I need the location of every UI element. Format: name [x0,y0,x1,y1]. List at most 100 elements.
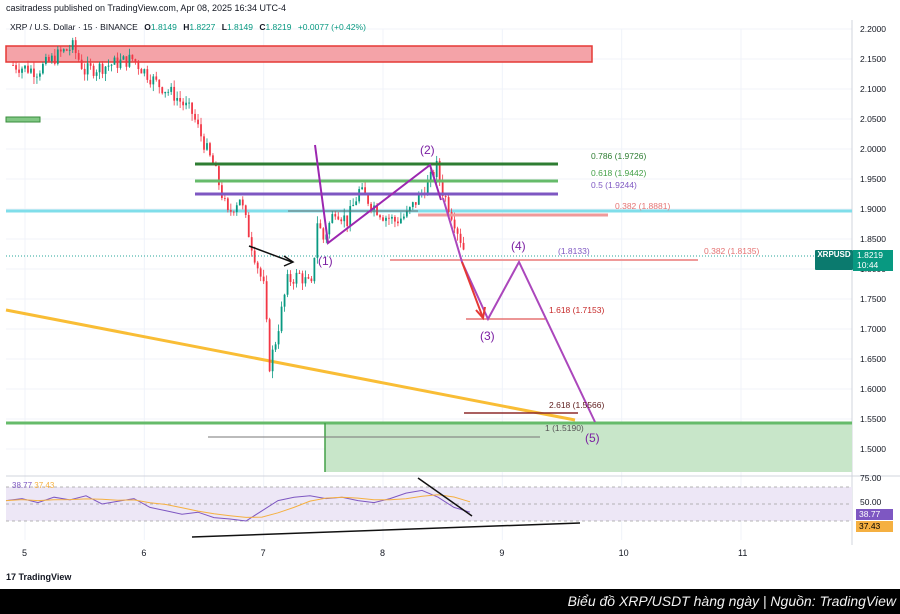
tradingview-logo[interactable]: 17 TradingView [6,572,71,582]
black-arrow-line[interactable] [248,245,293,263]
candle-body [89,63,92,66]
price-tick-label: 1.6000 [860,384,886,394]
candle-body [113,57,116,65]
candle-body [50,55,53,62]
elliott-wave-drawn-path[interactable] [314,144,442,245]
rsi-trendline-bottom[interactable] [191,522,581,538]
candle-body [253,250,256,263]
rsi-line [5,489,471,522]
price-tag-symbol: XRPUSD [817,250,851,259]
candle-body [394,216,396,222]
price-tick-label: 2.0500 [860,114,886,124]
candle-body [382,217,384,221]
elliott-wave-projection[interactable] [442,197,596,423]
red-projection-arrow[interactable] [461,261,484,319]
time-tick-label: 11 [738,548,747,558]
tv-icon: 17 [6,572,17,582]
rsi-tag-b: 37.43 [856,521,893,532]
candle-body [429,172,432,181]
candle-body [33,68,35,77]
candle-body [36,76,38,78]
fib-1618-label: 1.618 (1.7153) [549,305,605,315]
candle-body [18,69,20,73]
price-tag-value: 1.8219 10:44 [853,250,893,271]
candle-body [301,273,304,284]
candle-body [15,65,17,70]
candle-body [328,222,331,235]
candle-body [47,56,50,62]
candle-body [289,274,292,282]
candle-body [146,69,149,80]
candle-body [215,165,217,167]
time-tick-label: 8 [380,548,385,558]
price-tick-label: 2.0000 [860,144,886,154]
candle-body [346,215,349,226]
candle-body [262,276,265,282]
candle-body [27,65,29,73]
candle-body [71,40,74,50]
fib-1-label: 1 (1.5190) [545,423,584,433]
ohlc-close: C1.8219 [259,22,292,32]
candle-body [274,344,277,350]
time-axis[interactable]: 5 6 7 8 9 10 11 [22,548,747,558]
wave-label-4: (4) [511,239,526,253]
candle-body [12,65,14,66]
wave-label-3: (3) [480,329,495,343]
candle-body [435,160,438,178]
price-tick-label: 2.1000 [860,84,886,94]
fib-05-label: 0.5 (1.9244) [591,180,637,190]
candle-body [95,72,98,76]
candle-body [194,113,196,120]
candle-body [223,198,226,199]
red-arrowhead [475,306,486,321]
candle-body [116,57,119,68]
candle-body [352,204,355,207]
tv-brand: TradingView [18,572,72,582]
candle-body [244,205,247,215]
candle-body [414,202,417,205]
candle-body [402,216,405,219]
candle-body [438,160,441,181]
support-zone[interactable] [325,423,852,472]
candle-body [256,262,259,269]
price-tick-label: 1.9000 [860,204,886,214]
rsi-tick-label: 75.00 [860,473,882,483]
candle-body [322,228,325,240]
ohlc-change: +0.0077 (+0.42%) [297,22,366,32]
price-axis[interactable]: 2.2000 2.1500 2.1000 2.0500 2.0000 1.9500 1.90… [860,24,886,532]
small-green-marker[interactable] [5,116,41,123]
ohlc-high: H1.8227 [183,22,216,32]
candle-body [104,66,107,74]
candle-body [137,62,140,70]
candle-body [182,101,185,106]
yellow-trendline[interactable] [5,308,576,422]
candle-body [337,216,340,220]
candle-body [164,91,167,94]
fib-0382-upper-label: 0.382 (1.8881) [615,201,671,211]
resistance-zone[interactable] [5,45,593,63]
price-tick-label: 2.2000 [860,24,886,34]
candle-body [367,194,369,204]
rsi-trendline-top[interactable] [417,477,473,517]
candle-body [21,68,23,73]
candle-body [229,210,232,212]
candle-body [459,233,462,243]
rsi-tick-label: 50.00 [860,497,882,507]
candle-body [86,63,89,75]
candle-body [92,65,95,76]
candle-body [155,76,158,80]
price-tick-label: 1.5000 [860,444,886,454]
candle-body [447,197,450,213]
rsi-legend-value: 38.77 [12,481,33,490]
price-tag: XRPUSD [815,250,853,270]
candle-body [456,228,459,234]
candle-body [408,207,411,211]
price-tick-label: 1.9500 [860,174,886,184]
candle-body [259,268,262,277]
price-tick-label: 1.7000 [860,324,886,334]
candle-body [316,223,319,258]
candle-body [218,166,220,186]
rsi-legend: 38.77 37.43 [12,481,54,490]
symbol-legend: XRP / U.S. Dollar · 15 · BINANCE O1.8149… [10,22,370,32]
price-chart[interactable]: 2.2000 2.1500 2.1000 2.0500 2.0000 1.9500 1.90… [0,0,900,589]
